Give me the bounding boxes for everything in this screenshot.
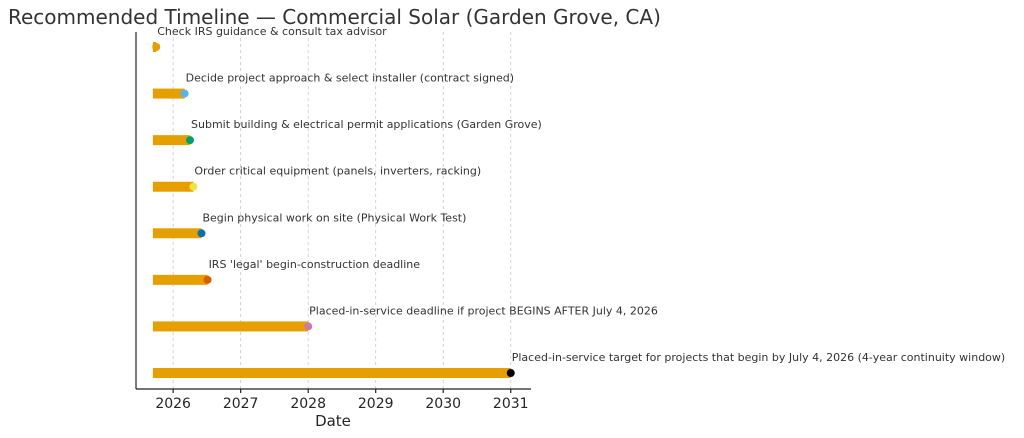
x-tick-label-2027: 2027 (223, 396, 259, 412)
task-bar (152, 228, 202, 239)
task-bar (152, 135, 191, 146)
milestone-marker (197, 229, 206, 238)
milestone-marker (506, 369, 515, 377)
x-tick-label-2031: 2031 (493, 396, 529, 412)
x-tick-label-2028: 2028 (290, 396, 326, 412)
task-label: Placed-in-service deadline if project BE… (309, 304, 658, 317)
milestone-marker (189, 182, 198, 191)
milestone-marker (180, 89, 189, 98)
milestone-marker (186, 136, 195, 145)
milestone-marker (152, 43, 161, 51)
task-label: Placed-in-service target for projects th… (512, 351, 1005, 364)
x-tick-label-2029: 2029 (358, 396, 394, 412)
task-bar (152, 88, 185, 99)
milestone-marker (203, 275, 212, 284)
task-bars (152, 42, 515, 378)
x-tick-label-2026: 2026 (155, 396, 191, 412)
task-label: IRS 'legal' begin-construction deadline (209, 258, 421, 271)
task-bar (152, 368, 511, 378)
task-label: Check IRS guidance & consult tax advisor (157, 25, 387, 38)
chart-title: Recommended Timeline — Commercial Solar … (8, 5, 661, 29)
task-bar (152, 321, 309, 332)
task-label: Order critical equipment (panels, invert… (194, 165, 481, 178)
task-labels: Check IRS guidance & consult tax advisor… (157, 25, 1005, 364)
x-axis-label: Date (315, 412, 351, 430)
x-axis-ticks: 2026 2027 2028 2029 2030 2031 (155, 389, 529, 412)
task-label: Decide project approach & select install… (186, 72, 514, 85)
x-tick-label-2030: 2030 (425, 396, 461, 412)
task-label: Submit building & electrical permit appl… (191, 118, 542, 131)
task-bar (152, 181, 194, 192)
task-bar (152, 274, 208, 285)
milestone-marker (304, 322, 313, 331)
task-label: Begin physical work on site (Physical Wo… (202, 211, 466, 224)
